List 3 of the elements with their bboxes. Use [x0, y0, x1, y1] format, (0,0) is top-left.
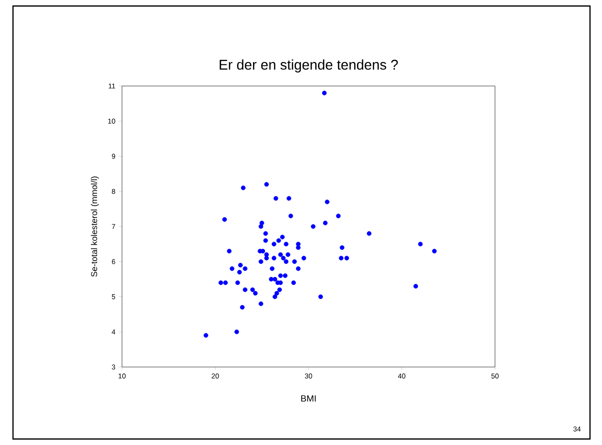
chart-title: Er der en stigende tendens ?	[220, 59, 398, 72]
x-axis-title: BMI	[301, 395, 316, 402]
y-axis-title: Se-total kolesterol (mmol/l)	[90, 176, 99, 277]
